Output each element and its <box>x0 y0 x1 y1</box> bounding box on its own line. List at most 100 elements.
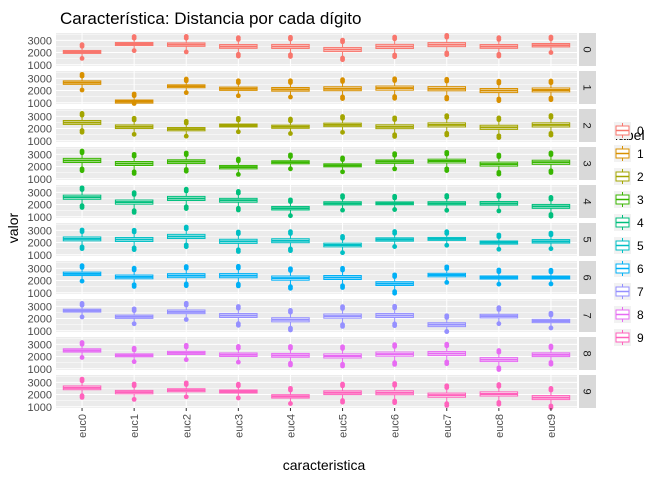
outlier-point <box>131 190 137 196</box>
outlier-point <box>235 207 241 213</box>
facet-strip <box>579 299 596 332</box>
box-euc1 <box>114 345 154 365</box>
box-euc6 <box>375 342 414 367</box>
box-euc0 <box>62 42 102 61</box>
outlier-point <box>340 96 345 102</box>
outlier-point <box>288 54 293 59</box>
outlier-point <box>288 34 293 40</box>
outlier-point <box>183 224 189 230</box>
y-tick-label: 2000 <box>28 276 52 288</box>
box-euc4 <box>271 34 310 59</box>
box-euc0 <box>62 185 102 210</box>
box-euc7 <box>427 193 467 213</box>
box-euc3 <box>219 78 258 99</box>
outlier-point <box>496 348 502 353</box>
outlier-point <box>131 306 137 312</box>
facet-strip-label: 2 <box>581 122 593 128</box>
outlier-point <box>131 91 137 97</box>
box-euc3 <box>219 188 258 213</box>
y-tick-label: 1000 <box>28 98 52 110</box>
outlier-point <box>131 171 137 176</box>
facet-strip <box>579 71 596 104</box>
outlier-point <box>548 150 554 156</box>
outlier-point <box>235 395 241 401</box>
outlier-point <box>288 362 293 368</box>
outlier-point <box>79 42 85 48</box>
outlier-point <box>496 281 502 287</box>
outlier-point <box>444 207 450 213</box>
outlier-point <box>131 151 137 157</box>
box-euc8 <box>479 382 519 407</box>
box-euc4 <box>271 116 310 136</box>
box-euc6 <box>375 381 414 406</box>
box-euc6 <box>375 34 414 60</box>
box-euc5 <box>323 234 362 256</box>
outlier-point <box>131 247 137 253</box>
outlier-point <box>79 263 85 269</box>
box-euc3 <box>219 229 258 254</box>
outlier-point <box>288 266 293 272</box>
outlier-point <box>444 383 450 389</box>
outlier-point <box>548 170 554 175</box>
outlier-point <box>444 279 450 285</box>
outlier-point <box>392 151 398 156</box>
y-tick-label: 3000 <box>28 225 52 237</box>
outlier-point <box>392 323 398 329</box>
outlier-point <box>183 49 189 55</box>
box-euc1 <box>114 265 154 289</box>
y-tick-label: 3000 <box>28 187 52 199</box>
outlier-point <box>131 265 137 271</box>
box-euc9 <box>531 113 571 138</box>
outlier-point <box>340 114 345 119</box>
box-euc2 <box>166 342 206 363</box>
outlier-point <box>183 380 189 386</box>
legend-entry-8: 8 <box>614 306 644 323</box>
box-euc3 <box>219 263 258 289</box>
box-euc5 <box>323 155 362 175</box>
box-euc5 <box>323 344 362 369</box>
outlier-point <box>496 267 502 273</box>
outlier-point <box>183 206 189 211</box>
box-euc3 <box>219 381 258 401</box>
y-tick-label: 3000 <box>28 149 52 161</box>
box-euc2 <box>166 118 206 139</box>
box-euc6 <box>375 303 414 329</box>
box-euc6 <box>375 229 414 249</box>
box-euc2 <box>166 186 206 211</box>
outlier-point <box>288 116 293 122</box>
outlier-point <box>235 35 241 41</box>
outlier-point <box>131 209 137 215</box>
outlier-point <box>392 381 398 387</box>
box-euc4 <box>271 308 310 333</box>
outlier-point <box>79 129 85 135</box>
outlier-point <box>288 197 293 203</box>
y-tick-label: 1000 <box>28 212 52 224</box>
legend-entry-7: 7 <box>614 283 644 300</box>
outlier-point <box>288 248 293 254</box>
y-tick-label: 1000 <box>28 136 52 148</box>
outlier-point <box>548 132 554 138</box>
outlier-point <box>444 264 450 270</box>
box-euc6 <box>375 272 414 296</box>
outlier-point <box>496 367 502 372</box>
outlier-point <box>79 278 85 284</box>
outlier-point <box>288 94 293 100</box>
x-tick-label: euc4 <box>285 414 297 438</box>
outlier-point <box>444 313 450 319</box>
outlier-point <box>392 303 398 309</box>
box-euc4 <box>271 385 310 406</box>
outlier-point <box>392 54 398 60</box>
legend: 0 1 2 3 4 5 6 7 8 9 <box>614 122 644 346</box>
box-euc3 <box>219 344 258 365</box>
box-euc9 <box>531 230 571 252</box>
outlier-point <box>131 359 137 365</box>
box-euc4 <box>271 344 310 368</box>
x-tick-label: euc3 <box>233 414 245 438</box>
box-euc9 <box>531 195 571 219</box>
outlier-point <box>79 314 85 320</box>
box-euc1 <box>114 151 154 176</box>
